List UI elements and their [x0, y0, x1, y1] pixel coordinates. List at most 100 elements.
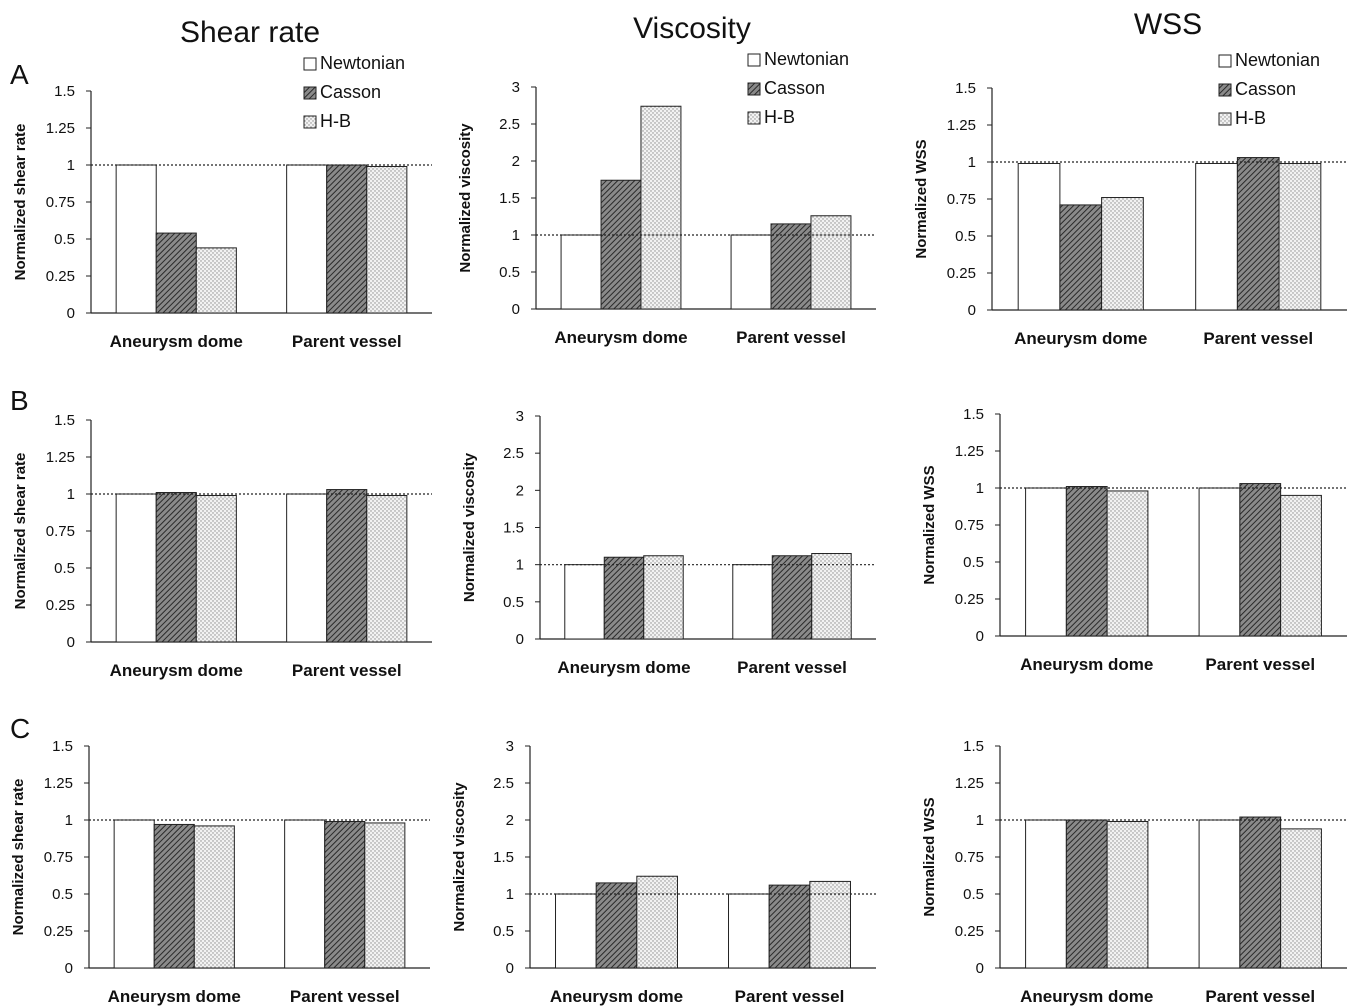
y-tick-label: 1: [512, 227, 520, 244]
bar-newtonian-aneurysm-dome: [560, 234, 602, 310]
bar-newtonian-parent-vessel: [730, 234, 772, 310]
y-tick-label: 0: [968, 302, 976, 319]
legend-swatch-h-b: [1218, 112, 1232, 126]
bar-h-b-aneurysm-dome: [636, 875, 678, 969]
bar-newtonian-parent-vessel: [1198, 819, 1241, 969]
x-tick-label: Aneurysm dome: [1020, 987, 1153, 1006]
x-tick-label: Aneurysm dome: [110, 332, 243, 351]
y-tick-label: 0.25: [947, 265, 976, 282]
legend-swatch-newtonian: [1218, 54, 1232, 68]
bar-h-b-aneurysm-dome: [1106, 490, 1149, 637]
y-axis-label: Normalized WSS: [913, 139, 930, 258]
legend-label-newtonian: Newtonian: [320, 53, 405, 73]
legend: Newtonian Casson H-B: [747, 49, 849, 127]
legend: Newtonian Casson H-B: [303, 53, 405, 131]
y-tick-label: 1.5: [499, 190, 520, 207]
bar-h-b-parent-vessel: [1280, 494, 1322, 637]
bar-newtonian-parent-vessel: [284, 819, 326, 969]
legend-swatch-newtonian: [747, 53, 761, 67]
y-tick-label: 2: [516, 482, 524, 499]
y-tick-label: 0: [976, 628, 984, 645]
bar-newtonian-parent-vessel: [286, 493, 328, 643]
legend-swatch-h-b: [747, 111, 761, 125]
bar-newtonian-parent-vessel: [1198, 487, 1241, 637]
y-tick-label: 2.5: [493, 775, 514, 792]
y-tick-label: 1.5: [963, 406, 984, 423]
x-tick-label: Parent vessel: [737, 658, 847, 677]
y-tick-label: 1.5: [54, 412, 75, 429]
y-tick-label: 0: [506, 960, 514, 977]
y-tick-label: 0.75: [955, 849, 984, 866]
legend-label-casson: Casson: [764, 78, 825, 98]
row-labels: A B C: [10, 59, 30, 744]
bar-casson-parent-vessel: [326, 164, 368, 314]
bar-casson-parent-vessel: [768, 884, 811, 969]
x-tick-label: Aneurysm dome: [110, 661, 243, 680]
y-tick-label: 1.25: [955, 443, 984, 460]
bar-casson-parent-vessel: [771, 555, 813, 640]
y-tick-label: 1: [506, 886, 514, 903]
bar-casson-aneurysm-dome: [603, 556, 645, 640]
y-tick-label: 2.5: [499, 116, 520, 133]
y-tick-label: 0.5: [963, 554, 984, 571]
bar-newtonian-aneurysm-dome: [115, 493, 157, 643]
legend-label-newtonian: Newtonian: [764, 49, 849, 69]
column-title-wss: WSS: [1134, 8, 1202, 41]
bar-casson-aneurysm-dome: [1059, 204, 1103, 311]
y-tick-label: 1.5: [503, 520, 524, 537]
y-tick-label: 0.5: [493, 923, 514, 940]
bar-newtonian-aneurysm-dome: [1017, 162, 1061, 311]
bar-h-b-aneurysm-dome: [640, 105, 682, 310]
y-tick-label: 3: [506, 738, 514, 755]
bar-casson-parent-vessel: [1239, 816, 1282, 969]
y-axis-label: Normalized shear rate: [10, 779, 27, 936]
legend-label-casson: Casson: [320, 82, 381, 102]
y-tick-label: 0.25: [46, 268, 75, 285]
bar-h-b-parent-vessel: [366, 165, 408, 314]
legend-swatch-casson: [1218, 83, 1232, 97]
y-tick-label: 1: [516, 557, 524, 574]
x-tick-label: Parent vessel: [292, 661, 402, 680]
bar-h-b-parent-vessel: [1280, 828, 1322, 969]
bar-newtonian-aneurysm-dome: [115, 164, 157, 314]
bar-casson-aneurysm-dome: [155, 492, 197, 643]
y-tick-label: 2: [512, 153, 520, 170]
row-label-a: A: [10, 59, 29, 90]
bar-casson-aneurysm-dome: [595, 882, 638, 969]
y-axis-label: Normalized shear rate: [12, 124, 29, 281]
y-tick-label: 1.25: [46, 449, 75, 466]
bar-newtonian-parent-vessel: [286, 164, 328, 314]
y-axis-label: Normalized viscosity: [457, 123, 474, 273]
y-tick-label: 0.75: [955, 517, 984, 534]
y-tick-label: 0: [67, 634, 75, 651]
x-tick-label: Aneurysm dome: [1014, 329, 1147, 348]
y-tick-label: 1.5: [955, 80, 976, 97]
y-tick-label: 2: [506, 812, 514, 829]
chart-b-wss: 0 0.25 0.5 0.75 1 1.25 1.5 Normalized WSS Aneury…: [921, 406, 1347, 674]
legend-swatch-h-b: [303, 115, 317, 129]
x-tick-label: Aneurysm dome: [550, 987, 683, 1006]
chart-a-wss: 0 0.25 0.5 0.75 1 1.25 1.5 Normalized WSS Aneury…: [913, 50, 1347, 348]
column-titles: Shear rate Viscosity WSS: [180, 8, 1202, 49]
bar-newtonian-parent-vessel: [732, 564, 773, 640]
bar-casson-parent-vessel: [326, 489, 368, 643]
y-tick-label: 1: [976, 812, 984, 829]
y-tick-label: 1.25: [46, 120, 75, 137]
bar-h-b-parent-vessel: [811, 553, 852, 640]
y-tick-label: 1: [67, 157, 75, 174]
bar-newtonian-aneurysm-dome: [1025, 487, 1067, 637]
y-tick-label: 0: [65, 960, 73, 977]
y-tick-label: 0.25: [46, 597, 75, 614]
y-tick-label: 0: [512, 301, 520, 318]
chart-c-viscosity: 0 0.5 1 1.5 2 2.5 3 Normalized viscosity Aneurys…: [451, 738, 876, 1006]
chart-b-shear-rate: 0 0.25 0.5 0.75 1 1.25 1.5 Normalized shear rat…: [12, 412, 432, 680]
y-tick-label: 0.5: [955, 228, 976, 245]
bar-h-b-aneurysm-dome: [643, 555, 684, 640]
bar-h-b-aneurysm-dome: [195, 494, 237, 643]
y-tick-label: 0.25: [44, 923, 73, 940]
legend-label-casson: Casson: [1235, 79, 1296, 99]
y-tick-label: 0: [976, 960, 984, 977]
y-tick-label: 1.25: [947, 117, 976, 134]
y-tick-label: 0.75: [947, 191, 976, 208]
y-tick-label: 1.5: [963, 738, 984, 755]
